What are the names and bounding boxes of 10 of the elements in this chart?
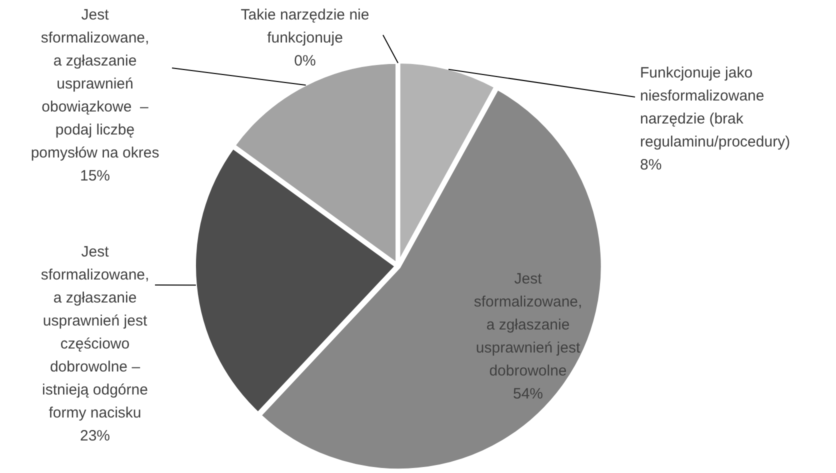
category-label: Takie narzędzie nie funkcjonuje	[240, 6, 370, 47]
slice-label: Jest sformalizowane, a zgłaszanie usprawnień jest częściowo dobrowolne – istnieją odgórne formy nacisku	[40, 244, 150, 422]
slice-label: Jest sformalizowane, a zgłaszanie usprawnień jest dobrowolne	[474, 270, 582, 380]
slice-label: Jest sformalizowane, a zgłaszanie usprawnień obowiązkowe – podaj liczbę pomysłów na okres	[30, 6, 160, 162]
text: 0%	[294, 52, 316, 70]
data-label: 15%	[80, 168, 110, 185]
data-label: 54%	[512, 386, 544, 403]
data-label: 23%	[80, 428, 110, 445]
data-label: 8%	[640, 156, 662, 174]
slice-label: Funkcjonuje jako niesformalizowane narzędzie (brak regulaminu/procedury)	[640, 64, 790, 151]
